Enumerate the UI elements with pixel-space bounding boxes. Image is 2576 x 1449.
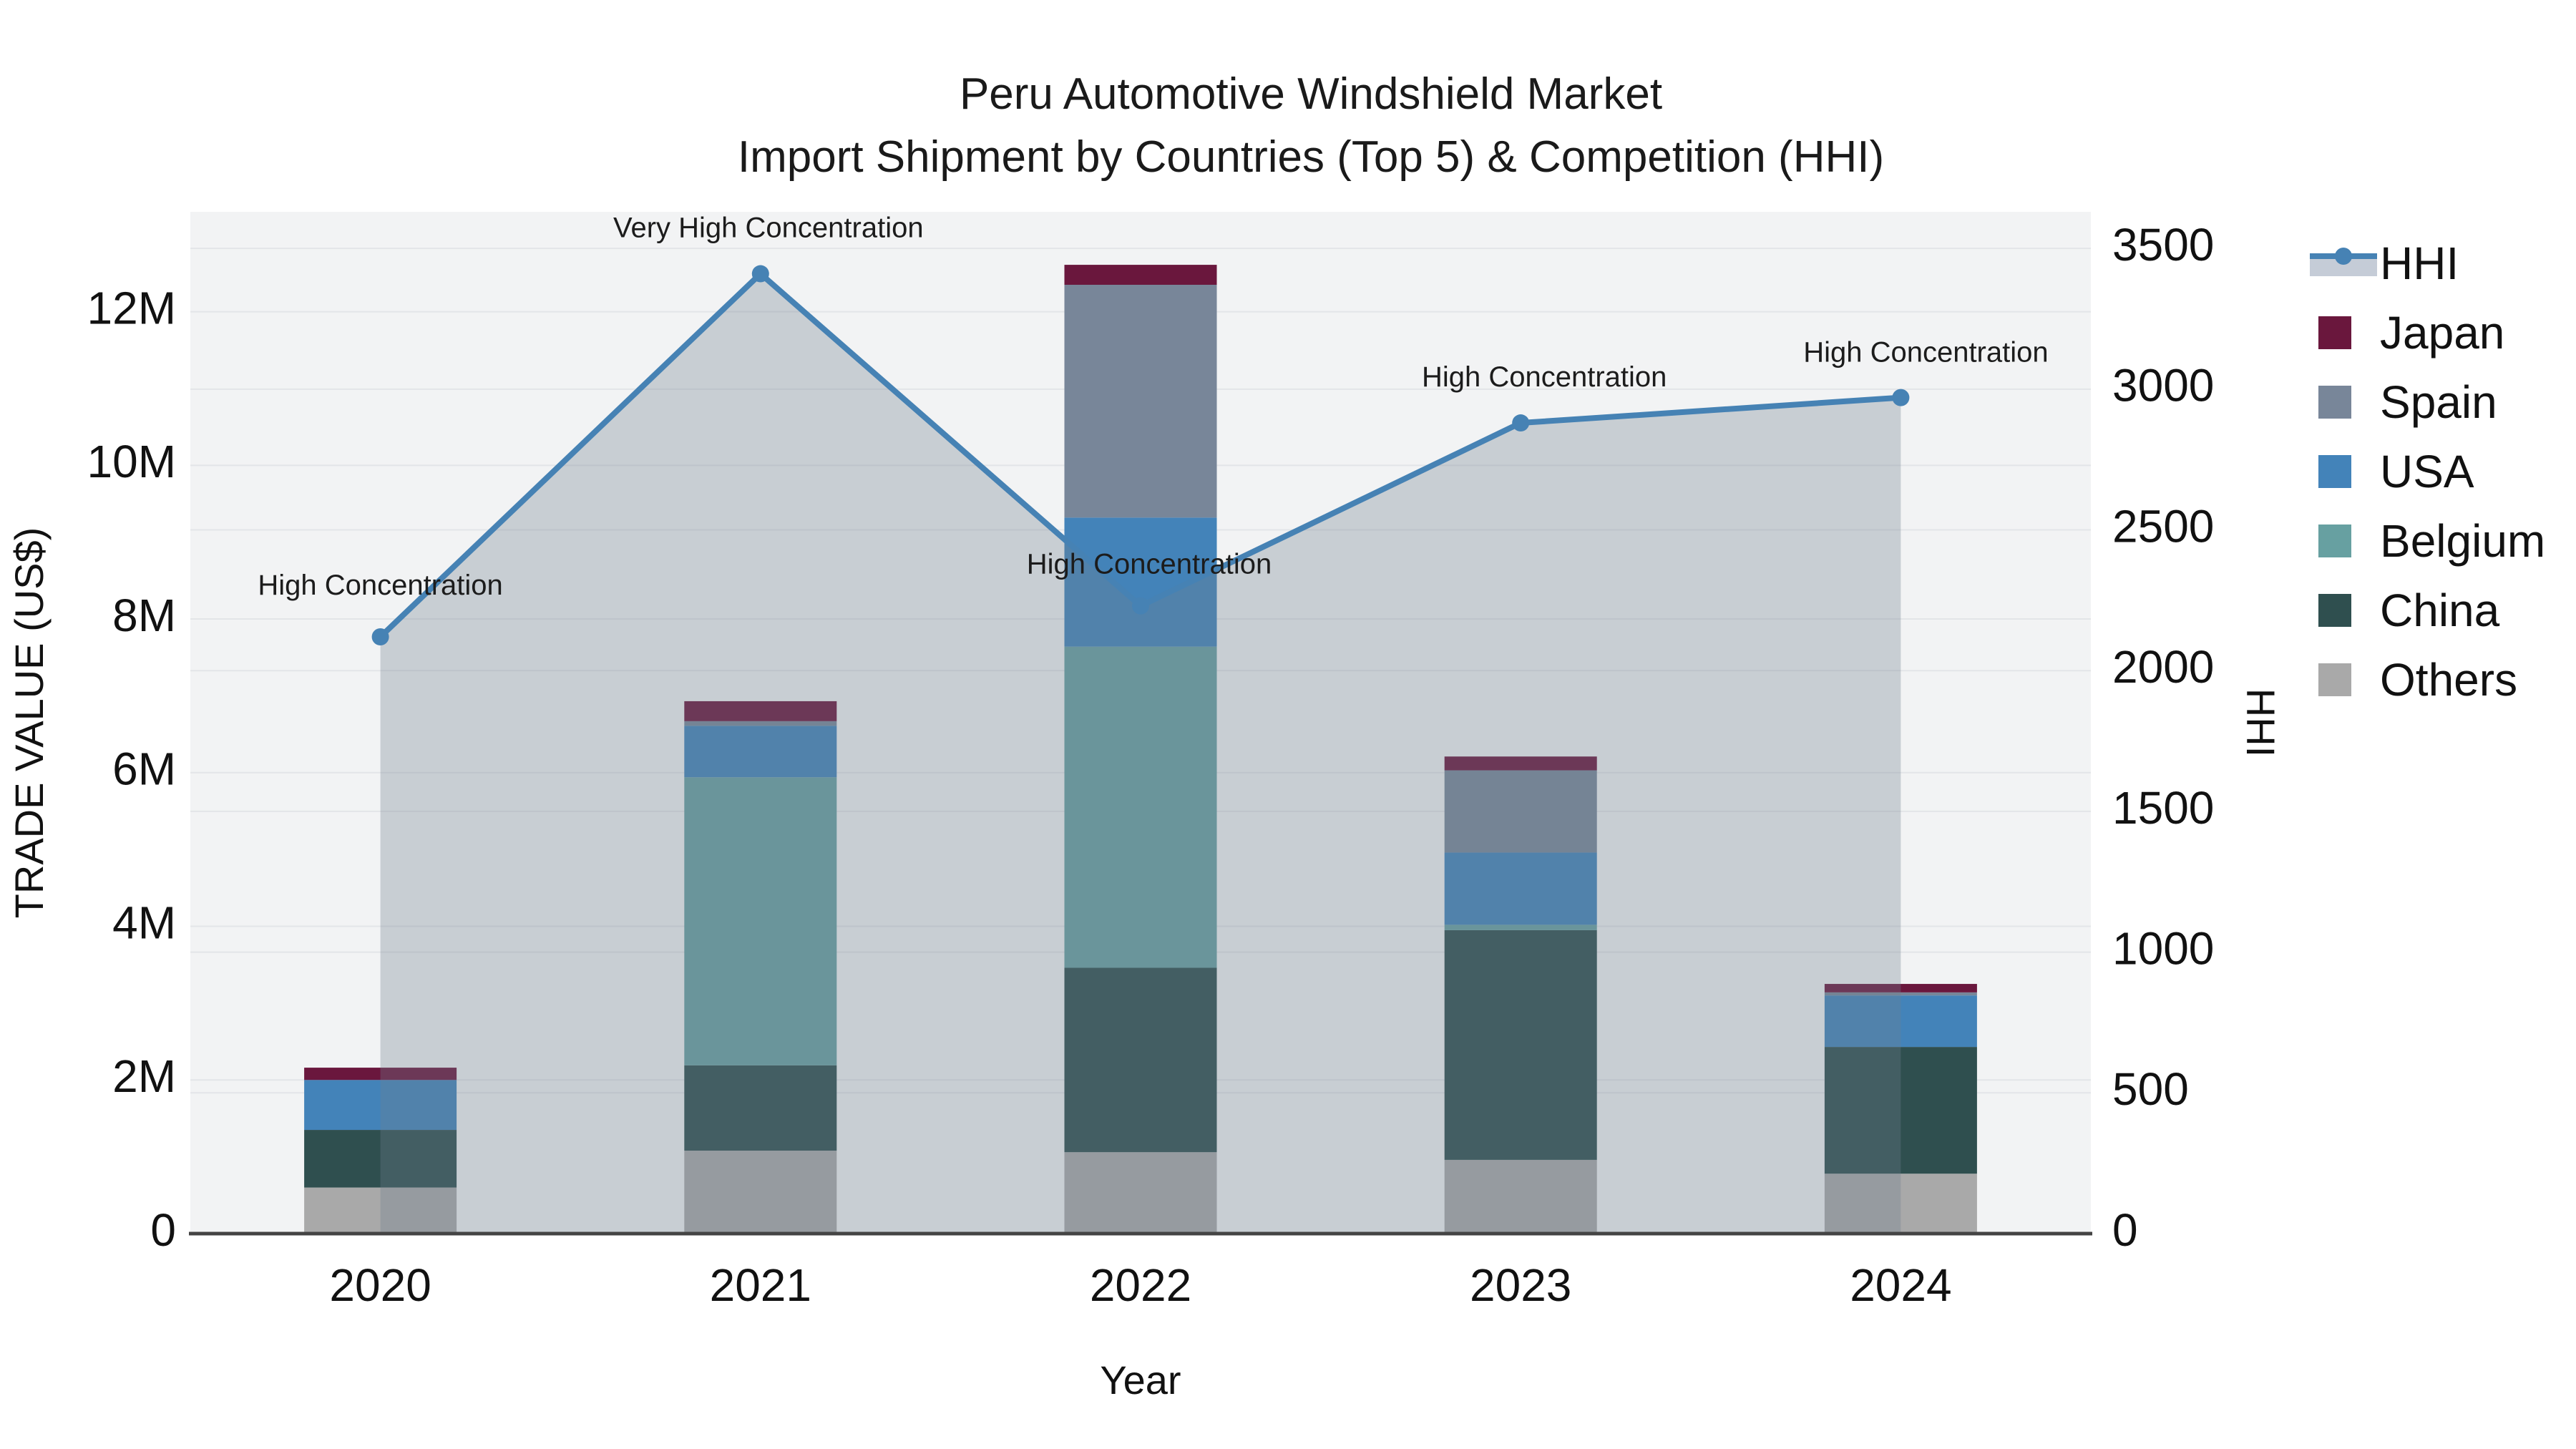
bar-segment-japan [1444, 756, 1597, 771]
bar-segment-others [304, 1187, 457, 1234]
legend-swatch [2318, 663, 2351, 696]
chart-title-line2: Import Shipment by Countries (Top 5) & C… [738, 132, 1884, 182]
bar-segment-spain [1444, 770, 1597, 853]
x-tick-label: 2022 [1090, 1259, 1191, 1311]
y-right-tick-label: 1000 [2112, 923, 2214, 975]
x-tick-label: 2024 [1850, 1259, 1951, 1311]
bar-segment-others [1064, 1152, 1217, 1234]
bar-segment-usa [1824, 995, 1977, 1048]
y-right-tick-label: 2000 [2112, 641, 2214, 693]
y-left-tick-label: 8M [112, 590, 176, 641]
legend-label: Japan [2380, 307, 2504, 358]
bar-segment-usa [684, 726, 837, 778]
legend-hhi-marker-sample [2335, 248, 2352, 265]
bar-segment-usa [304, 1080, 457, 1131]
bar-segment-china [684, 1065, 837, 1151]
legend-label: China [2380, 585, 2500, 636]
y-right-tick-label: 3500 [2112, 219, 2214, 270]
bar-segment-japan [1824, 984, 1977, 992]
legend-swatch [2318, 455, 2351, 488]
legend-swatch [2318, 316, 2351, 349]
bar-segment-china [1444, 930, 1597, 1160]
bar-segment-spain [684, 721, 837, 726]
legend-swatch [2318, 525, 2351, 557]
bar-segment-spain [1064, 285, 1217, 518]
legend-item-others[interactable]: Others [2318, 654, 2517, 706]
legend-item-china[interactable]: China [2318, 585, 2500, 636]
x-tick-label: 2021 [710, 1259, 811, 1311]
y-right-tick-label: 500 [2112, 1063, 2189, 1115]
annotation: High Concentration [1803, 337, 2048, 369]
bar-segment-others [1824, 1174, 1977, 1234]
x-tick-label: 2023 [1470, 1259, 1571, 1311]
bar-segment-others [1444, 1159, 1597, 1234]
bar-segment-china [1824, 1047, 1977, 1174]
y-right-axis-title: HHI [2238, 688, 2283, 757]
hhi-marker [1892, 389, 1910, 406]
y-left-tick-label: 12M [87, 282, 177, 333]
legend-label: USA [2380, 446, 2474, 497]
legend-item-belgium[interactable]: Belgium [2318, 515, 2545, 567]
bar-segment-belgium [1064, 646, 1217, 968]
legend-label: Belgium [2380, 515, 2545, 567]
bar-segment-japan [1064, 265, 1217, 285]
y-left-axis-title: TRADE VALUE (US$) [6, 527, 52, 919]
annotation: Very High Concentration [613, 213, 924, 244]
y-right-tick-label: 3000 [2112, 360, 2214, 411]
legend-label: HHI [2380, 238, 2459, 289]
bar-segment-usa [1444, 852, 1597, 925]
legend-item-hhi[interactable]: HHI [2310, 238, 2459, 289]
legend-label: Spain [2380, 376, 2497, 428]
bar-segment-others [684, 1151, 837, 1234]
y-left-tick-label: 0 [150, 1204, 176, 1256]
legend-label: Others [2380, 654, 2517, 706]
x-tick-label: 2020 [329, 1259, 431, 1311]
y-left-tick-label: 6M [112, 743, 176, 795]
legend-item-japan[interactable]: Japan [2318, 307, 2504, 358]
bar-segment-belgium [1444, 924, 1597, 930]
legend-swatch [2318, 594, 2351, 627]
annotation: High Concentration [1422, 361, 1667, 393]
hhi-area-fill [380, 273, 1901, 1234]
bar-segment-belgium [684, 777, 837, 1065]
annotation: High Concentration [1027, 549, 1272, 580]
bar-segment-spain [1824, 992, 1977, 996]
hhi-marker [751, 265, 769, 283]
y-left-tick-label: 2M [112, 1050, 176, 1102]
y-right-tick-label: 1500 [2112, 782, 2214, 834]
chart-title-line1: Peru Automotive Windshield Market [960, 69, 1662, 119]
annotation: High Concentration [258, 570, 502, 601]
bar-segment-japan [304, 1068, 457, 1080]
x-axis-title: Year [1100, 1357, 1181, 1402]
hhi-marker [371, 628, 389, 646]
legend-item-usa[interactable]: USA [2318, 446, 2474, 497]
legend-swatch [2318, 386, 2351, 419]
y-left-tick-label: 10M [87, 436, 177, 487]
bar-segment-china [1064, 967, 1217, 1153]
legend-item-spain[interactable]: Spain [2318, 376, 2497, 428]
bar-segment-china [304, 1130, 457, 1188]
bar-segment-japan [684, 701, 837, 721]
y-right-tick-label: 0 [2112, 1204, 2138, 1256]
hhi-marker [1512, 414, 1530, 432]
hhi-marker [1132, 597, 1149, 615]
y-left-tick-label: 4M [112, 897, 176, 948]
y-right-tick-label: 2500 [2112, 500, 2214, 552]
